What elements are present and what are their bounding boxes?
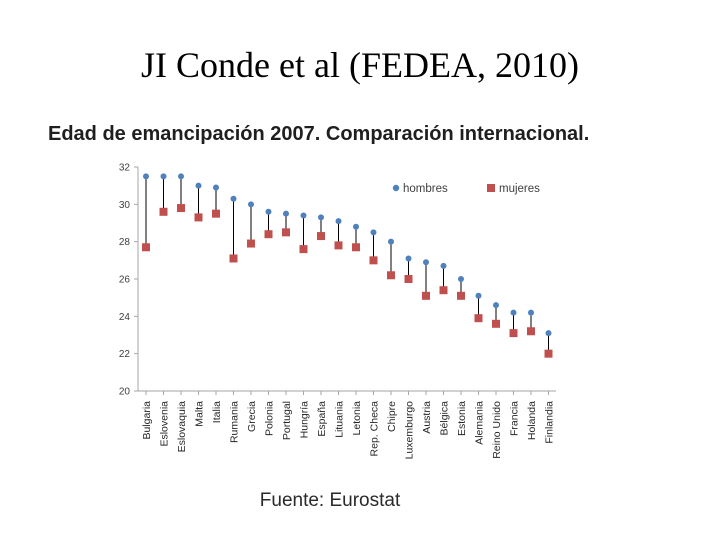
point-mujeres-eslovenia: [159, 207, 168, 216]
x-tick-label-luxemburgo: Luxemburgo: [404, 401, 416, 460]
point-layer: [142, 173, 553, 358]
point-mujeres-holanda: [527, 327, 535, 336]
point-hombres-reino-unido: [493, 302, 499, 309]
point-hombres-italia: [213, 184, 219, 191]
x-tick-label-letonia: Letonia: [351, 401, 363, 436]
x-tick-label-eslovenia: Eslovenia: [159, 401, 171, 447]
x-tick-label-bélgica: Bélgica: [439, 401, 451, 436]
point-mujeres-finlandia: [544, 349, 553, 358]
axis-layer: 20 22 24 26 28 30 32: [119, 163, 556, 398]
point-mujeres-chipre: [387, 271, 395, 280]
point-mujeres-eslovaquia: [177, 204, 185, 213]
point-mujeres-alemania: [474, 314, 483, 323]
legend: hombres mujeres: [392, 183, 540, 195]
x-tick-label-estonia: Estonia: [456, 401, 468, 436]
x-tick-label-chipre: Chipre: [386, 401, 398, 432]
x-tick-label-polonia: Polonia: [264, 401, 276, 436]
point-hombres-eslovaquia: [178, 173, 184, 180]
point-mujeres-portugal: [282, 228, 290, 237]
y-tick-label-26: 26: [119, 275, 131, 286]
legend-hombres-marker: [392, 184, 400, 192]
x-tick-label-grecia: Grecia: [246, 401, 258, 432]
point-hombres-austria: [423, 259, 429, 266]
point-hombres-polonia: [265, 208, 272, 215]
point-mujeres-francia: [509, 329, 518, 338]
x-tick-label-eslovaquia: Eslovaquia: [176, 401, 188, 453]
point-mujeres-luxemburgo: [404, 275, 413, 283]
source-caption: Fuente: Eurostat: [0, 490, 660, 512]
point-mujeres-españa: [317, 232, 325, 241]
point-hombres-malta: [195, 182, 202, 189]
point-hombres-rumania: [230, 195, 237, 202]
x-tick-label-alemania: Alemania: [474, 401, 486, 445]
point-hombres-alemania: [475, 292, 482, 299]
point-hombres-estonia: [458, 276, 464, 282]
point-hombres-bélgica: [440, 262, 447, 269]
y-tick-label-30: 30: [119, 200, 131, 211]
point-mujeres-hungría: [299, 245, 308, 254]
x-tick-label-portugal: Portugal: [281, 401, 293, 440]
y-tick-label-28: 28: [119, 237, 131, 248]
y-tick-label-24: 24: [119, 312, 131, 323]
slide-title: JI Conde et al (FEDEA, 2010): [141, 45, 579, 85]
point-hombres-finlandia: [545, 330, 552, 337]
chart-title: Edad de emancipación 2007. Comparación i…: [48, 123, 590, 145]
point-hombres-letonia: [353, 223, 359, 230]
legend-mujeres-marker: [487, 184, 495, 192]
point-hombres-bulgaria: [143, 173, 149, 180]
legend-mujeres-label: mujeres: [499, 183, 540, 195]
x-tick-label-españa: España: [316, 401, 328, 437]
point-hombres-francia: [510, 309, 517, 316]
y-tick-label-20: 20: [119, 387, 131, 398]
point-mujeres-rep-checa: [369, 256, 378, 265]
x-tick-label-francia: Francia: [509, 401, 521, 436]
point-hombres-grecia: [248, 201, 254, 208]
point-mujeres-austria: [422, 291, 430, 300]
point-hombres-hungría: [300, 212, 307, 219]
point-hombres-portugal: [283, 210, 289, 217]
x-tick-label-austria: Austria: [421, 401, 433, 434]
point-mujeres-reino-unido: [492, 319, 500, 328]
point-mujeres-grecia: [247, 239, 255, 248]
x-tick-label-italia: Italia: [211, 401, 223, 423]
stem-layer: [145, 176, 549, 354]
x-tick-label-holanda: Holanda: [526, 401, 538, 440]
point-hombres-españa: [318, 214, 324, 221]
x-tick-label-malta: Malta: [194, 401, 206, 427]
point-hombres-holanda: [528, 309, 534, 316]
point-hombres-rep-checa: [370, 229, 377, 236]
x-tick-label-rumania: Rumania: [229, 401, 241, 443]
point-hombres-chipre: [388, 238, 394, 245]
point-mujeres-malta: [194, 213, 203, 222]
point-mujeres-bélgica: [439, 286, 448, 295]
y-tick-label-22: 22: [119, 349, 131, 360]
x-tick-label-lituania: Lituania: [334, 401, 346, 438]
x-tick-label-rep-checa: Rep. Checa: [369, 401, 381, 457]
point-hombres-lituania: [335, 218, 342, 225]
point-hombres-luxemburgo: [405, 255, 412, 262]
label-layer: Bulgaria Eslovenia Eslovaquia Malta Italia Ru…: [141, 401, 556, 460]
point-mujeres-estonia: [457, 291, 465, 300]
point-mujeres-polonia: [264, 230, 273, 239]
y-tick-label-32: 32: [119, 163, 131, 174]
source-label: Fuente: Eurostat: [259, 490, 401, 511]
point-mujeres-rumania: [229, 254, 238, 263]
point-mujeres-letonia: [352, 243, 360, 252]
point-mujeres-lituania: [334, 241, 343, 250]
point-mujeres-bulgaria: [142, 243, 150, 252]
point-mujeres-italia: [212, 209, 220, 218]
x-tick-label-finlandia: Finlandia: [544, 401, 556, 444]
x-tick-label-reino-unido: Reino Unido: [491, 401, 503, 459]
legend-hombres-label: hombres: [403, 183, 448, 195]
x-tick-label-hungría: Hungría: [299, 401, 311, 439]
point-hombres-eslovenia: [160, 173, 167, 180]
x-tick-label-bulgaria: Bulgaria: [141, 401, 153, 440]
